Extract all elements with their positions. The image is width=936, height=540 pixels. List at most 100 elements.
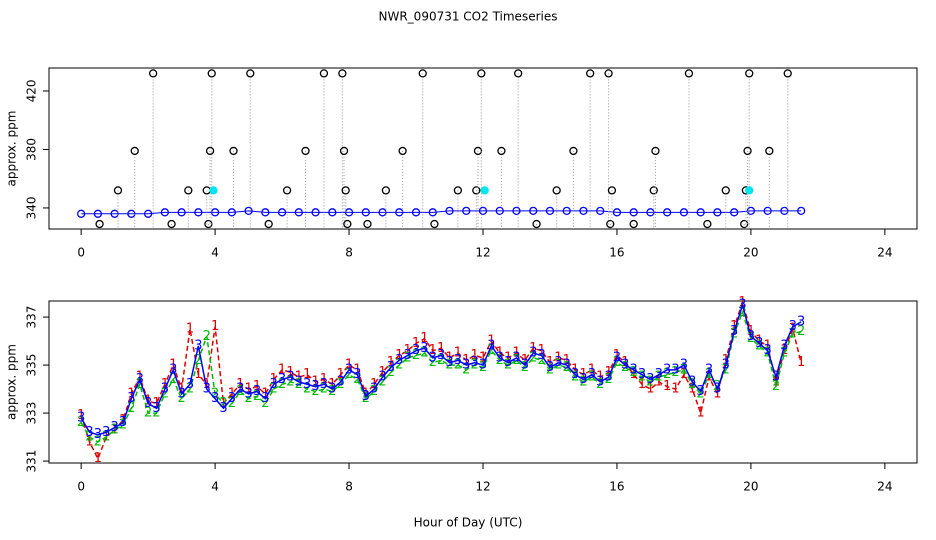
- point-marker: 3: [219, 401, 227, 416]
- point-marker: 3: [404, 348, 412, 363]
- point-marker: 2: [404, 350, 412, 365]
- point-marker: 1: [85, 434, 93, 449]
- point-marker: 1: [537, 343, 545, 358]
- point-marker: 2: [537, 353, 545, 368]
- point-marker: 2: [412, 348, 420, 363]
- point-marker: 1: [437, 341, 445, 356]
- data-point: [512, 206, 521, 216]
- point-marker: 3: [671, 362, 679, 377]
- point-marker: 1: [94, 451, 102, 466]
- x-tick-label: 12: [475, 480, 490, 494]
- y-tick-label: 420: [25, 80, 39, 103]
- point-marker: 1: [713, 386, 721, 401]
- point-marker: 2: [420, 346, 428, 361]
- point-marker: 1: [119, 413, 127, 428]
- point-marker: 2: [554, 358, 562, 373]
- data-point: [721, 186, 730, 195]
- data-point: [703, 219, 712, 229]
- x-tick-label: 24: [877, 480, 892, 494]
- point-marker: 1: [554, 350, 562, 365]
- point-marker: 1: [479, 350, 487, 365]
- data-point: [497, 146, 506, 156]
- point-marker: 1: [621, 355, 629, 370]
- point-marker: 3: [395, 353, 403, 368]
- data-point: [361, 208, 370, 217]
- point-marker: 3: [412, 343, 420, 358]
- data-point: [167, 219, 176, 229]
- data-point: [143, 209, 153, 218]
- point-marker: 3: [236, 382, 244, 397]
- point-marker: 2: [370, 384, 378, 399]
- point-marker: 3: [705, 362, 713, 377]
- point-marker: 2: [579, 374, 587, 389]
- data-point: [696, 208, 705, 217]
- point-marker: 3: [613, 350, 621, 365]
- point-marker: 1: [529, 341, 537, 356]
- point-marker: 3: [203, 382, 211, 397]
- point-marker: 2: [655, 370, 663, 385]
- point-marker: 1: [496, 346, 504, 361]
- point-marker: 3: [295, 374, 303, 389]
- data-point: [763, 206, 772, 216]
- point-marker: 1: [311, 374, 319, 389]
- x-tick-label: 20: [743, 246, 758, 260]
- point-marker: 3: [797, 314, 805, 329]
- point-marker: 2: [496, 353, 504, 368]
- point-marker: 1: [688, 382, 696, 397]
- data-point: [194, 208, 203, 217]
- data-point: [796, 206, 806, 216]
- point-marker: 1: [789, 322, 797, 337]
- point-marker: 1: [797, 355, 805, 370]
- data-point: [445, 206, 454, 216]
- data-point: [684, 69, 694, 78]
- point-marker: 3: [437, 348, 445, 363]
- point-marker: 3: [730, 324, 738, 339]
- point-marker: 3: [663, 362, 671, 377]
- point-marker: 3: [378, 370, 386, 385]
- data-point: [586, 69, 595, 78]
- point-marker: 2: [295, 377, 303, 392]
- data-point: [473, 146, 483, 156]
- point-marker: 1: [680, 367, 688, 382]
- data-point: [462, 206, 471, 216]
- point-marker: 1: [211, 319, 219, 334]
- point-marker: 3: [655, 367, 663, 382]
- point-marker: 3: [554, 355, 562, 370]
- data-point: [244, 206, 253, 216]
- point-marker: 2: [253, 389, 261, 404]
- data-point: [93, 209, 103, 218]
- point-marker: 3: [722, 358, 730, 373]
- point-marker: 2: [596, 377, 604, 392]
- data-point: [301, 146, 310, 156]
- point-marker: 1: [487, 334, 495, 349]
- point-marker: 2: [110, 422, 118, 437]
- point-marker: 3: [579, 372, 587, 387]
- point-marker: 3: [470, 355, 478, 370]
- point-marker: 3: [253, 384, 261, 399]
- point-marker: 2: [337, 377, 345, 392]
- point-marker: 3: [454, 353, 462, 368]
- point-marker: 3: [713, 382, 721, 397]
- point-marker: 1: [127, 386, 135, 401]
- data-point: [381, 186, 391, 195]
- point-marker: 1: [420, 331, 428, 346]
- point-marker: 2: [161, 386, 169, 401]
- point-marker: 2: [646, 374, 654, 389]
- point-marker: 2: [203, 329, 211, 344]
- point-marker: 3: [504, 355, 512, 370]
- point-marker: 1: [579, 367, 587, 382]
- series-line: [81, 210, 802, 215]
- point-marker: 1: [303, 367, 311, 382]
- point-marker: 3: [780, 338, 788, 353]
- y-tick-label: 333: [25, 402, 39, 425]
- point-marker: 2: [722, 362, 730, 377]
- x-tick-label: 12: [475, 246, 490, 260]
- data-point: [713, 208, 722, 217]
- data-point: [363, 219, 372, 229]
- point-marker: 2: [119, 418, 127, 433]
- data-point: [207, 69, 216, 78]
- point-marker: 2: [697, 386, 705, 401]
- point-marker: 1: [663, 379, 671, 394]
- point-marker: 3: [621, 358, 629, 373]
- point-marker: 2: [127, 401, 135, 416]
